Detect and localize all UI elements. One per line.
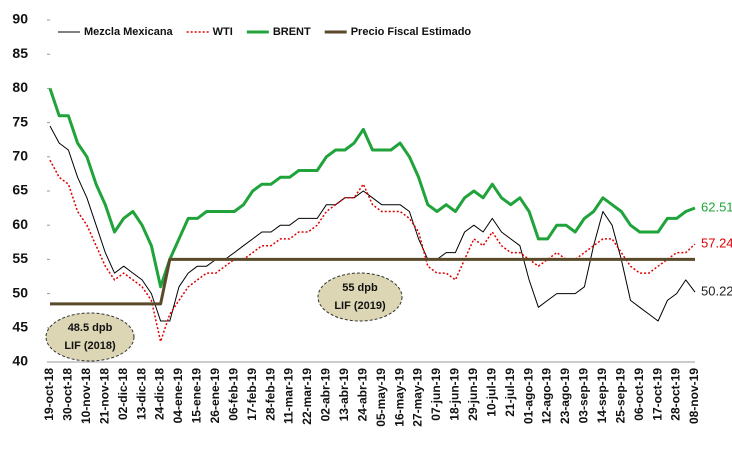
x-tick-label: 27-may-19 xyxy=(411,368,425,427)
legend-label: WTI xyxy=(213,26,233,38)
series-line xyxy=(49,159,696,343)
x-tick-label: 02-abr-19 xyxy=(319,368,333,422)
x-tick-label: 14-sep-19 xyxy=(595,368,609,424)
series-line xyxy=(48,87,696,289)
x-tick-label: 29-jun-19 xyxy=(466,368,480,421)
x-tick-label: 24-abr-19 xyxy=(355,368,369,422)
x-tick-label: 15-ene-19 xyxy=(190,368,204,424)
end-label: 62.51 xyxy=(701,199,732,214)
legend-label: BRENT xyxy=(273,26,311,38)
y-tick-label: 45 xyxy=(12,319,28,335)
y-tick-label: 65 xyxy=(12,182,28,198)
x-tick-label: 12-ago-19 xyxy=(540,368,554,424)
x-tick-label: 13-dic-18 xyxy=(134,368,148,420)
y-tick-label: 60 xyxy=(12,216,28,232)
y-tick-label: 40 xyxy=(12,353,28,369)
x-tick-label: 08-nov-19 xyxy=(687,368,701,424)
x-tick-label: 28-feb-19 xyxy=(263,368,277,421)
x-tick-label: 22-mar-19 xyxy=(300,368,314,425)
series-line xyxy=(49,125,696,322)
x-tick-label: 21-jul-19 xyxy=(503,368,517,417)
annotation: 55 dpb xyxy=(342,282,378,294)
y-tick-label: 75 xyxy=(12,113,28,129)
x-tick-label: 26-ene-19 xyxy=(208,368,222,424)
y-tick-label: 70 xyxy=(12,148,28,164)
x-tick-label: 30-oct-18 xyxy=(61,368,75,421)
annotation-bubble xyxy=(317,272,403,322)
x-tick-label: 17-feb-19 xyxy=(245,368,259,421)
x-tick-label: 06-feb-19 xyxy=(226,368,240,421)
end-label: 50.22 xyxy=(701,284,732,299)
x-tick-label: 05-may-19 xyxy=(374,368,388,427)
x-tick-label: 10-jul-19 xyxy=(484,368,498,417)
y-tick-label: 50 xyxy=(12,284,28,300)
x-tick-label: 25-sep-19 xyxy=(613,368,627,424)
x-tick-label: 24-dic-18 xyxy=(153,368,167,420)
annotation-bubble xyxy=(45,312,135,362)
series-line xyxy=(50,257,695,306)
y-tick-label: 55 xyxy=(12,250,28,266)
x-tick-label: 23-ago-19 xyxy=(558,368,572,424)
x-tick-label: 18-jun-19 xyxy=(448,368,462,421)
y-tick-label: 90 xyxy=(12,11,28,27)
x-tick-label: 04-ene-19 xyxy=(171,368,185,424)
x-tick-label: 10-nov-18 xyxy=(79,368,93,424)
annotation: LIF (2019) xyxy=(334,300,386,312)
y-tick-label: 80 xyxy=(12,79,28,95)
legend-label: Precio Fiscal Estimado xyxy=(351,26,472,38)
x-tick-label: 01-ago-19 xyxy=(521,368,535,424)
x-tick-label: 11-mar-19 xyxy=(282,368,296,424)
x-tick-label: 28-oct-19 xyxy=(669,368,683,421)
annotation: 48.5 dpb xyxy=(68,322,113,334)
legend-label: Mezcla Mexicana xyxy=(84,26,174,38)
x-tick-label: 13-abr-19 xyxy=(337,368,351,422)
end-label: 57.24 xyxy=(701,236,732,251)
x-tick-label: 03-sep-19 xyxy=(577,368,591,424)
y-tick-label: 85 xyxy=(12,45,28,61)
plot: 40 45 50 55 60 65 70 75 80 85 90 19-oct-18 30-oct-18… xyxy=(12,11,732,427)
annotation: LIF (2018) xyxy=(64,340,116,352)
x-tick-label: 07-jun-19 xyxy=(429,368,443,421)
x-tick-label: 17-oct-19 xyxy=(650,368,664,421)
x-tick-label: 16-may-19 xyxy=(392,368,406,427)
x-tick-label: 06-oct-19 xyxy=(632,368,646,421)
x-tick-label: 02-dic-18 xyxy=(116,368,130,420)
x-tick-label: 19-oct-18 xyxy=(42,368,56,421)
x-tick-label: 21-nov-18 xyxy=(97,368,111,424)
